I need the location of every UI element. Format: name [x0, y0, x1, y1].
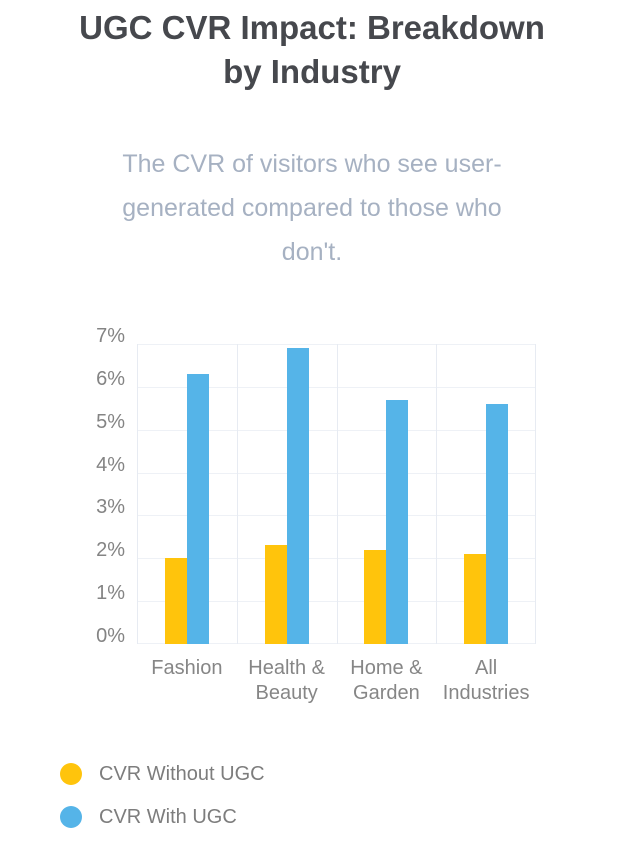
bar-cvr-with-ugc-fashion — [186, 374, 209, 644]
bar-chart: 0% 1% 2% 3% 4% 5% 6% 7% Fashion Health & Beauty Ho… — [0, 325, 624, 714]
page: UGC CVR Impact: Breakdown by Industry Th… — [0, 6, 624, 848]
legend-label: CVR With UGC — [99, 805, 237, 828]
y-axis-tick-label: 4% — [96, 453, 125, 476]
chart-title: UGC CVR Impact: Breakdown by Industry — [0, 6, 624, 94]
chart-subtitle-line-2: generated compared to those who — [122, 194, 502, 222]
gridline-v — [236, 344, 238, 644]
legend: CVR Without UGC CVR With UGC — [60, 762, 624, 829]
y-axis-tick-label: 6% — [96, 367, 125, 390]
chart-title-line-1: UGC CVR Impact: Breakdown — [79, 9, 545, 46]
chart-subtitle-line-1: The CVR of visitors who see user- — [122, 150, 502, 178]
legend-swatch-icon — [60, 806, 82, 828]
chart-subtitle-line-3: don't. — [281, 238, 343, 266]
legend-item-cvr-with-ugc: CVR With UGC — [60, 805, 624, 829]
gridline-v — [137, 344, 138, 644]
gridline-v — [535, 344, 536, 644]
bar-cvr-with-ugc-all-industries — [486, 404, 509, 644]
bar-cvr-without-ugc-health-beauty — [264, 545, 287, 644]
legend-swatch-icon — [60, 763, 82, 785]
chart-title-line-2: by Industry — [223, 53, 401, 90]
legend-label: CVR Without UGC — [99, 762, 265, 785]
y-axis-tick-label: 7% — [96, 325, 125, 347]
chart-subtitle: The CVR of visitors who see user- genera… — [0, 142, 624, 274]
gridline-v — [336, 344, 338, 644]
plot-area — [137, 344, 536, 644]
gridline-v — [436, 344, 438, 644]
y-axis-tick-label: 1% — [96, 582, 125, 605]
x-axis-category-label: Health & Beauty — [248, 657, 325, 704]
bar-cvr-without-ugc-home-garden — [364, 549, 387, 644]
bar-cvr-without-ugc-all-industries — [464, 554, 487, 644]
bar-cvr-with-ugc-home-garden — [386, 399, 409, 644]
y-axis-tick-label: 5% — [96, 410, 125, 433]
y-axis-tick-label: 3% — [96, 496, 125, 519]
y-axis-tick-label: 0% — [96, 625, 125, 647]
bar-cvr-with-ugc-health-beauty — [286, 348, 309, 644]
y-axis-tick-label: 2% — [96, 539, 125, 562]
bar-cvr-without-ugc-fashion — [164, 558, 187, 644]
legend-item-cvr-without-ugc: CVR Without UGC — [60, 762, 624, 786]
x-axis-category-label: All Industries — [442, 657, 530, 704]
x-axis-category-label: Home & Garden — [350, 657, 423, 704]
x-axis-category-label: Fashion — [151, 657, 223, 679]
